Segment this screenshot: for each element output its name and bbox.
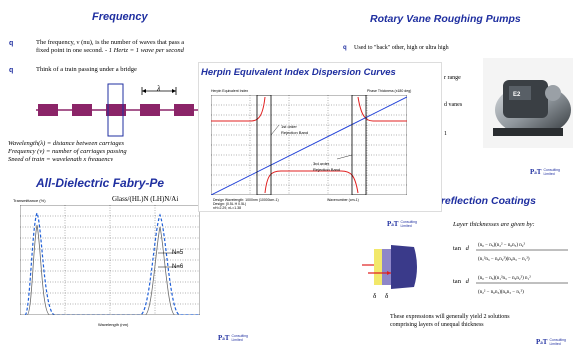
herpin-xlabel: Wavenumber (cm-1)	[327, 198, 359, 202]
company-logo: PaT Consulting Limited	[387, 220, 417, 228]
rotary-vane-slide: Rotary Vane Roughing Pumps q Used to "ba…	[340, 0, 575, 185]
rotary-pump-image: E2	[483, 58, 573, 148]
rotary-fragment-1: r range	[444, 75, 461, 81]
rotary-vane-title: Rotary Vane Roughing Pumps	[370, 13, 521, 25]
company-logo: PaT Consulting Limited	[530, 168, 560, 176]
frequency-bullet-1-line-1: The frequency, ν (nu), is the number of …	[36, 39, 185, 46]
logo-subtext: Consulting Limited	[400, 220, 417, 228]
company-logo: PaT Consulting Limited	[218, 334, 248, 342]
hertz-definition: 1 Hertz = 1 wave per second	[108, 47, 184, 54]
logo-text: PaT	[530, 168, 542, 176]
frequency-definition: Frequency (ν) = number of carriages pass…	[8, 148, 127, 155]
svg-text:(n₀ − n₃)(n₁²n₃ − n₀n₂²) n₁²: (n₀ − n₃)(n₁²n₃ − n₀n₂²) n₁²	[478, 275, 531, 281]
formula-2: tan d	[453, 278, 469, 286]
fabry-perot-slide: All-Dielectric Fabry-Pe Glass/(HL)N (LH)…	[0, 170, 300, 350]
n5-label: N=5	[172, 250, 184, 256]
svg-text:(n₁²n₃ − n₀n₂²)(n₀n₃ − n₁²): (n₁²n₃ − n₀n₂²)(n₀n₃ − n₁²)	[478, 256, 530, 262]
logo-subtext: Consulting Limited	[543, 168, 560, 176]
lambda-label: λ	[157, 84, 161, 93]
antireflection-slide: ntireflection Coatings PaT Consulting Lim…	[340, 185, 575, 350]
rotary-fragment-2: d vanes	[444, 102, 463, 108]
logo-subtext: Consulting Limited	[549, 338, 566, 346]
annotation-2-line-2: Rejection Band	[313, 167, 341, 172]
herpin-right-label: Phase Thickness (x180 deg)	[367, 89, 412, 93]
fabry-perot-ylabel: Transmittance (%)	[13, 198, 46, 203]
frequency-bullet-1-text: fixed point in one second. -	[36, 47, 109, 54]
layer-thickness-text: Layer thicknesses are given by:	[453, 221, 535, 228]
bullet-icon: q	[9, 40, 14, 47]
frequency-slide: Frequency q The frequency, ν (nu), is th…	[0, 0, 220, 180]
delta-2-label: δ	[385, 292, 389, 300]
herpin-title: Herpin Equivalent Index Dispersion Curve…	[201, 67, 396, 78]
svg-text:(n₂² − n₀n₃)(n₀n₃ − n₁²): (n₂² − n₀n₃)(n₀n₃ − n₁²)	[478, 289, 524, 295]
herpin-design-line-3: nH=2.29, nL=1.38	[213, 206, 242, 210]
herpin-slide: Herpin Equivalent Index Dispersion Curve…	[198, 62, 442, 212]
train-speed-definition: Speed of train = wavelength x frequency	[8, 156, 114, 161]
solutions-note-line-2: comprising layers of unequal thickness	[390, 322, 484, 328]
frequency-bullet-2: Think of a train passing under a bridge	[36, 66, 137, 73]
annotation-1-line-2: Rejection Band	[281, 130, 309, 135]
fabry-perot-xlabel: Wavelength (nm)	[98, 322, 129, 327]
formula-2-tan: tan	[453, 278, 461, 285]
antireflection-title: ntireflection Coatings	[428, 195, 536, 207]
frequency-title: Frequency	[92, 11, 148, 23]
formula-2-d: d	[465, 278, 469, 285]
logo-text: PaT	[218, 334, 230, 342]
svg-text:E2: E2	[513, 92, 521, 98]
n6-label: N=6	[172, 264, 184, 270]
formula-1-d: d	[465, 245, 469, 252]
wavelength-definition: Wavelength(λ) = distance between carriag…	[8, 140, 124, 147]
train-illustration	[36, 83, 216, 137]
formula-1-tan: tan	[453, 245, 461, 252]
solutions-note-line-1: These expressions will generally yield 2…	[390, 314, 510, 320]
company-logo: PaT Consulting Limited	[536, 338, 566, 346]
delta-1-label: δ	[373, 292, 377, 300]
herpin-chart	[211, 95, 407, 195]
logo-text: PaT	[387, 220, 399, 228]
coating-layers-illustration	[362, 245, 417, 289]
annotation-2-line-1: 3rd order	[313, 161, 330, 166]
fabry-perot-chart	[20, 205, 200, 315]
formula-1-expression: (n₀ − n₃)(n₂² − n₀n₃) n₂² (n₁²n₃ − n₀n₂²…	[476, 242, 568, 262]
bullet-icon: q	[9, 67, 14, 74]
rotary-bullet-1: Used to "back" other, high or ultra high	[354, 45, 449, 51]
rotary-fragment-3: 1	[444, 131, 447, 137]
svg-text:(n₀ − n₃)(n₂² − n₀n₃) n₂²: (n₀ − n₃)(n₂² − n₀n₃) n₂²	[478, 242, 526, 248]
fabry-perot-title: All-Dielectric Fabry-Pe	[36, 176, 165, 190]
logo-text: PaT	[536, 338, 548, 346]
logo-subtext: Consulting Limited	[231, 334, 248, 342]
herpin-design-line-2: Design: (0.5L H 0.5L)	[213, 202, 247, 206]
formula-1: tan d	[453, 245, 469, 253]
herpin-design-line-1: Design Wavelength: 1000nm (10000cm-1)	[213, 198, 279, 202]
formula-2-expression: (n₀ − n₃)(n₁²n₃ − n₀n₂²) n₁² (n₂² − n₀n₃…	[476, 275, 568, 295]
herpin-left-label: Herpin Equivalent Index	[211, 89, 249, 93]
frequency-bullet-1-line-2: fixed point in one second. - 1 Hertz = 1…	[36, 47, 184, 55]
fabry-perot-design: Glass/(HL)N (LH)N/Ai	[112, 195, 179, 203]
annotation-1-line-1: 1st order	[281, 124, 297, 129]
bullet-icon: q	[343, 45, 347, 51]
